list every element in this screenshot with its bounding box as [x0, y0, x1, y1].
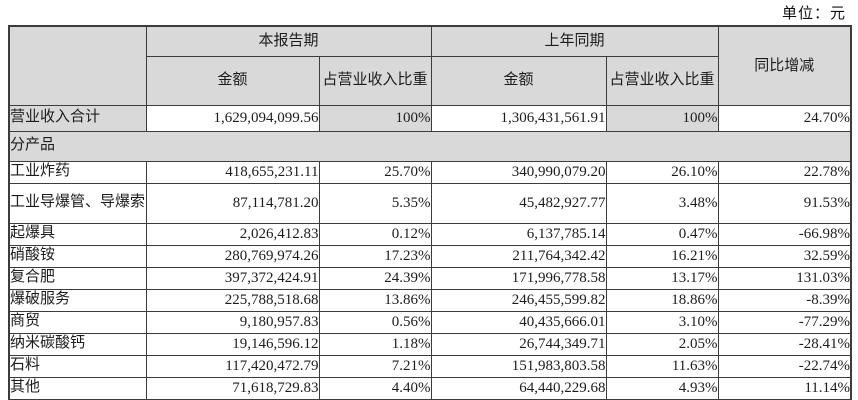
product-label-cell: 复合肥: [8, 266, 147, 290]
product-label-cell: 起爆具: [8, 222, 147, 246]
product-row: 石料 117,420,472.79 7.21% 151,983,803.58 1…: [8, 354, 852, 378]
product-label-cell: 硝酸铵: [8, 244, 147, 268]
yoy-cell: 131.03%: [717, 266, 852, 290]
current-ratio-cell: 5.35%: [318, 182, 432, 224]
prior-amount-cell: 45,482,927.77: [430, 182, 607, 224]
current-ratio-cell: 24.39%: [318, 266, 432, 290]
current-ratio-cell: 0.56%: [318, 310, 432, 334]
total-prior-ratio-cell: 100%: [605, 104, 719, 132]
prior-ratio-cell: 11.63%: [605, 354, 719, 378]
current-amount-cell: 9,180,957.83: [145, 310, 320, 334]
product-row: 复合肥 397,372,424.91 24.39% 171,996,778.58…: [8, 266, 852, 290]
current-ratio-cell: 1.18%: [318, 332, 432, 356]
current-ratio-cell: 0.12%: [318, 222, 432, 246]
header-row-subcolumns: 金额 占营业收入比重 金额 占营业收入比重: [9, 55, 851, 106]
current-ratio-cell: 17.23%: [318, 244, 432, 268]
yoy-cell: 11.14%: [717, 376, 852, 400]
total-current-ratio-cell: 100%: [318, 104, 432, 132]
header-current-period: 本报告期: [145, 25, 432, 57]
prior-ratio-cell: 26.10%: [605, 160, 719, 184]
prior-amount-cell: 26,744,349.71: [430, 332, 607, 356]
current-ratio-cell: 4.40%: [318, 376, 432, 400]
product-label-cell: 爆破服务: [8, 288, 147, 312]
current-amount-cell: 87,114,781.20: [145, 182, 320, 224]
prior-ratio-cell: 4.93%: [605, 376, 719, 400]
yoy-cell: 22.78%: [717, 160, 852, 184]
product-label-cell: 石料: [8, 354, 147, 378]
header-prior-amount: 金额: [430, 55, 607, 106]
total-yoy-cell: 24.70%: [717, 104, 852, 132]
prior-amount-cell: 340,990,079.20: [430, 160, 607, 184]
product-row: 硝酸铵 280,769,974.26 17.23% 211,764,342.42…: [8, 244, 852, 268]
prior-amount-cell: 64,440,229.68: [430, 376, 607, 400]
prior-amount-cell: 40,435,666.01: [430, 310, 607, 334]
header-yoy-change: 同比增减: [717, 25, 852, 106]
total-prior-amount-cell: 1,306,431,561.91: [430, 104, 607, 132]
product-label-cell: 工业导爆管、导爆索: [8, 182, 147, 224]
header-current-amount: 金额: [145, 55, 320, 106]
total-revenue-row: 营业收入合计 1,629,094,099.56 100% 1,306,431,5…: [8, 104, 852, 132]
total-current-amount-cell: 1,629,094,099.56: [145, 104, 320, 132]
product-row: 其他 71,618,729.83 4.40% 64,440,229.68 4.9…: [8, 376, 852, 400]
current-ratio-cell: 13.86%: [318, 288, 432, 312]
current-amount-cell: 117,420,472.79: [145, 354, 320, 378]
prior-amount-cell: 246,455,599.82: [430, 288, 607, 312]
current-amount-cell: 280,769,974.26: [145, 244, 320, 268]
current-amount-cell: 2,026,412.83: [145, 222, 320, 246]
blank-corner-cell: [8, 25, 147, 106]
current-amount-cell: 71,618,729.83: [145, 376, 320, 400]
header-prior-ratio: 占营业收入比重: [605, 55, 719, 106]
product-label-cell: 纳米碳酸钙: [8, 332, 147, 356]
product-row: 工业炸药 418,655,231.11 25.70% 340,990,079.2…: [8, 160, 852, 184]
yoy-cell: -77.29%: [717, 310, 852, 334]
yoy-cell: 32.59%: [717, 244, 852, 268]
section-label: 分产品: [8, 130, 852, 162]
prior-ratio-cell: 18.86%: [605, 288, 719, 312]
current-ratio-cell: 7.21%: [318, 354, 432, 378]
current-amount-cell: 397,372,424.91: [145, 266, 320, 290]
header-current-ratio: 占营业收入比重: [318, 55, 432, 106]
current-ratio-cell: 25.70%: [318, 160, 432, 184]
product-row: 纳米碳酸钙 19,146,596.12 1.18% 26,744,349.71 …: [8, 332, 852, 356]
product-row: 商贸 9,180,957.83 0.56% 40,435,666.01 3.10…: [8, 310, 852, 334]
prior-ratio-cell: 13.17%: [605, 266, 719, 290]
current-amount-cell: 418,655,231.11: [145, 160, 320, 184]
prior-ratio-cell: 2.05%: [605, 332, 719, 356]
prior-ratio-cell: 0.47%: [605, 222, 719, 246]
header-prior-period: 上年同期: [430, 25, 719, 57]
current-amount-cell: 225,788,518.68: [145, 288, 320, 312]
yoy-cell: -8.39%: [717, 288, 852, 312]
prior-amount-cell: 6,137,785.14: [430, 222, 607, 246]
yoy-cell: -22.74%: [717, 354, 852, 378]
prior-amount-cell: 211,764,342.42: [430, 244, 607, 268]
yoy-cell: -28.41%: [717, 332, 852, 356]
product-label-cell: 其他: [8, 376, 147, 400]
prior-ratio-cell: 3.48%: [605, 182, 719, 224]
header-row-periods: 本报告期 上年同期 同比增减: [8, 25, 852, 106]
yoy-cell: 91.53%: [717, 182, 852, 224]
section-row-by-product: 分产品: [8, 130, 852, 162]
product-row: 爆破服务 225,788,518.68 13.86% 246,455,599.8…: [8, 288, 852, 312]
prior-amount-cell: 151,983,803.58: [430, 354, 607, 378]
product-label-cell: 工业炸药: [8, 160, 147, 184]
revenue-by-product-table: 本报告期 上年同期 同比增减 金额 占营业收入比重 金额 占营业收入比重 营业收…: [8, 25, 853, 400]
prior-ratio-cell: 3.10%: [605, 310, 719, 334]
yoy-cell: -66.98%: [717, 222, 852, 246]
total-row-label: 营业收入合计: [8, 104, 147, 132]
current-amount-cell: 19,146,596.12: [145, 332, 320, 356]
product-row: 起爆具 2,026,412.83 0.12% 6,137,785.14 0.47…: [8, 222, 852, 246]
product-row: 工业导爆管、导爆索 87,114,781.20 5.35% 45,482,927…: [8, 182, 852, 224]
prior-amount-cell: 171,996,778.58: [430, 266, 607, 290]
product-label-cell: 商贸: [8, 310, 147, 334]
prior-ratio-cell: 16.21%: [605, 244, 719, 268]
unit-label: 单位：元: [781, 6, 846, 22]
